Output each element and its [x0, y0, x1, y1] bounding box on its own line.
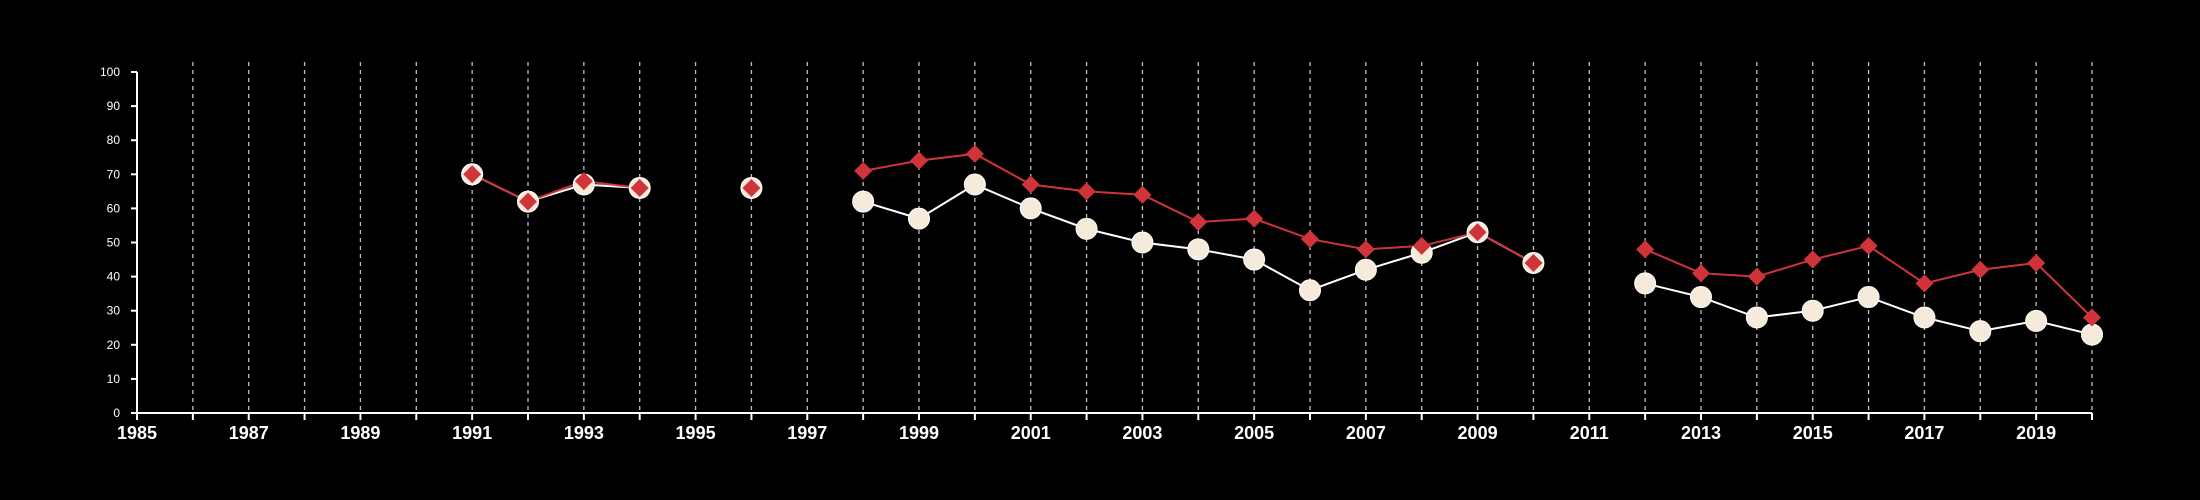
series-2-point-2020: [2083, 308, 2101, 327]
series-2-point-2010: [1524, 253, 1543, 272]
series-1-point-1999: [908, 207, 930, 230]
series-1-point-2020: [2081, 323, 2103, 346]
x-tick-label-2019: 2019: [2016, 423, 2056, 443]
y-tick-label-10: 10: [107, 372, 121, 386]
series-1-point-2015: [1801, 299, 1824, 322]
series-2-point-2000: [965, 144, 984, 163]
series-2-point-2014: [1747, 267, 1766, 286]
series-1-point-2003: [1131, 231, 1154, 254]
x-tick-label-2013: 2013: [1681, 423, 1721, 443]
x-tick-label-1989: 1989: [340, 423, 380, 443]
series-2-point-2005: [1245, 209, 1264, 228]
series-2-point-2015: [1803, 250, 1822, 269]
series-group: [461, 144, 2103, 346]
series-2-point-2007: [1356, 240, 1375, 259]
x-tick-label-1997: 1997: [787, 423, 827, 443]
x-tick-label-2011: 2011: [1570, 423, 1609, 443]
y-tick-label-80: 80: [107, 133, 121, 147]
y-tick-label-40: 40: [107, 270, 121, 284]
series-1-point-2016: [1857, 286, 1880, 309]
series-1-point-2006: [1299, 279, 1321, 302]
y-tick-label-90: 90: [107, 99, 121, 113]
y-tick-label-30: 30: [107, 304, 121, 318]
series-1-point-2001: [1019, 197, 1042, 220]
series-2-point-2008: [1412, 236, 1431, 255]
x-tick-label-1985: 1985: [117, 423, 157, 443]
series-1-point-2002: [1075, 217, 1098, 240]
series-1-point-2005: [1243, 248, 1266, 271]
series-1-point-1998: [852, 190, 875, 213]
y-tick-label-60: 60: [107, 201, 121, 215]
series-2-point-2013: [1692, 264, 1710, 283]
x-tick-label-2007: 2007: [1346, 423, 1386, 443]
series-2-point-2004: [1189, 213, 1208, 232]
axes: 1985 1987 1989 1991 1993 1995 1997 1999 2001 2003…: [100, 65, 2093, 443]
x-tick-label-2009: 2009: [1458, 423, 1498, 443]
x-tick-label-2017: 2017: [1904, 423, 1944, 443]
series-2-point-1994: [630, 178, 649, 197]
series-2-point-2003: [1133, 185, 1152, 204]
series-1-point-2019: [2025, 309, 2048, 332]
x-tick-label-1987: 1987: [229, 423, 269, 443]
series-1-point-2018: [1969, 320, 1992, 343]
series-2-point-2006: [1301, 230, 1319, 249]
grid: [192, 62, 2093, 413]
series-2-point-1993: [574, 172, 593, 191]
series-2-point-1998: [854, 161, 873, 180]
x-tick-label-2001: 2001: [1011, 423, 1051, 443]
series-2-point-1999: [910, 151, 928, 170]
series-2-point-2001: [1021, 175, 1040, 194]
y-tick-label-100: 100: [100, 65, 120, 79]
series-1-point-2017: [1913, 306, 1936, 329]
y-tick-label-0: 0: [113, 406, 120, 420]
series-2-point-2016: [1859, 236, 1878, 255]
series-2-point-2017: [1915, 274, 1934, 293]
y-tick-label-70: 70: [107, 167, 121, 181]
x-tick-label-1999: 1999: [899, 423, 939, 443]
series-2-point-1992: [519, 192, 537, 211]
x-tick-label-2005: 2005: [1234, 423, 1274, 443]
series-2-point-2019: [2027, 253, 2046, 272]
series-1-point-2014: [1745, 306, 1768, 329]
x-tick-label-2003: 2003: [1122, 423, 1162, 443]
x-tick-label-1995: 1995: [676, 423, 716, 443]
series-1-point-2004: [1187, 238, 1210, 261]
series-2-point-1991: [463, 165, 482, 184]
series-2-point-2012: [1636, 240, 1655, 259]
y-tick-label-50: 50: [107, 236, 121, 250]
series-1-point-2007: [1354, 258, 1377, 281]
y-tick-label-20: 20: [107, 338, 121, 352]
series-2-point-2018: [1971, 260, 1990, 279]
series-2-point-1996: [742, 178, 761, 197]
x-tick-label-2015: 2015: [1793, 423, 1833, 443]
series-1-point-2013: [1690, 286, 1712, 309]
series-2-line-segment-1: [471, 173, 640, 203]
series-1-point-2000: [963, 173, 986, 196]
series-1-point-2012: [1634, 272, 1657, 295]
series-2-point-2009: [1468, 223, 1487, 242]
series-2-point-2002: [1077, 182, 1096, 201]
x-tick-label-1993: 1993: [564, 423, 604, 443]
x-tick-label-1991: 1991: [452, 423, 492, 443]
